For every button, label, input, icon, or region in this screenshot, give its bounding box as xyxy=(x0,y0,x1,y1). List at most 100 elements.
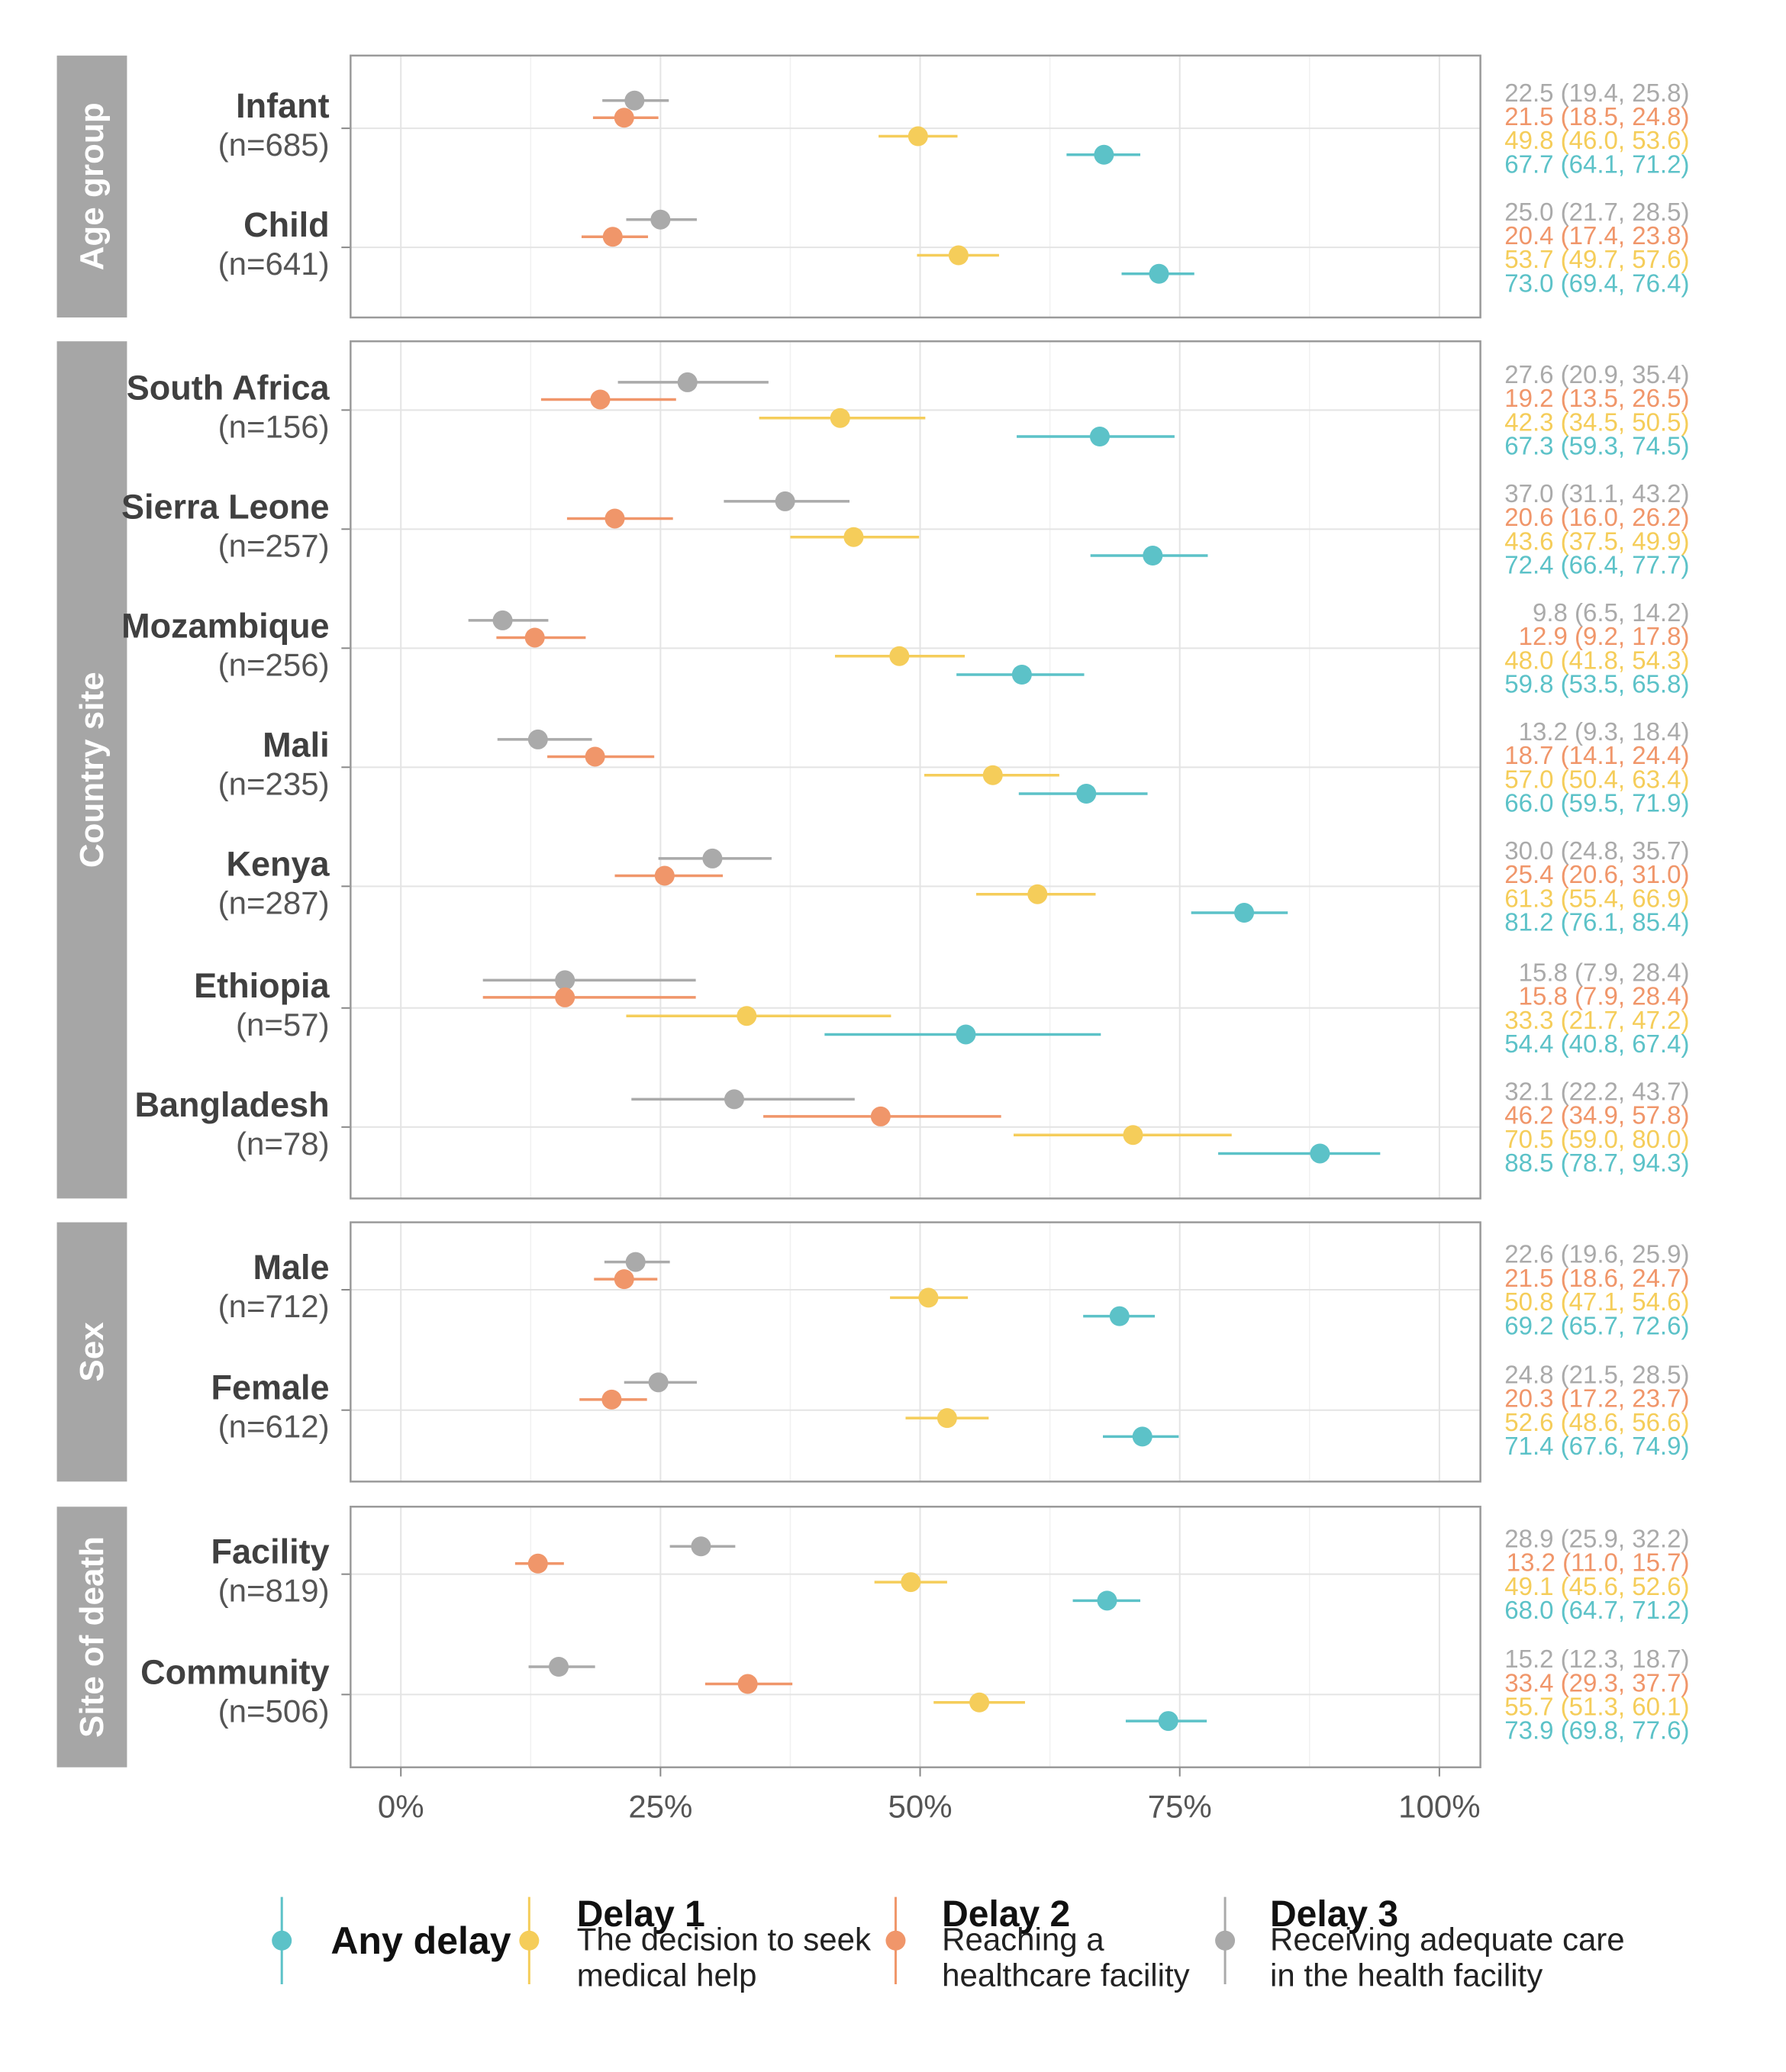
x-tick-label: 100% xyxy=(1398,1789,1480,1825)
delay1-point xyxy=(1123,1125,1143,1146)
strip-label: Country site xyxy=(73,672,111,868)
delay3-value-label: 15.2 (12.3, 18.7) xyxy=(1504,1645,1689,1673)
any-point xyxy=(1143,546,1163,566)
legend-description: The decision to seek xyxy=(577,1922,872,1958)
any-value-label: 81.2 (76.1, 85.4) xyxy=(1504,908,1689,936)
delay3-value-label: 24.8 (21.5, 28.5) xyxy=(1504,1360,1689,1388)
group: Community(n=506) 15.2 (12.3, 18.7)33.4 (2… xyxy=(140,1645,1689,1745)
delay3-point xyxy=(625,1252,646,1272)
delay2-legend-point xyxy=(885,1930,906,1951)
panel-background xyxy=(350,341,1481,1199)
strip-background xyxy=(56,1506,127,1767)
delay3-point xyxy=(624,90,645,111)
any-value-label: 72.4 (66.4, 77.7) xyxy=(1504,551,1689,579)
group-label: South Africa xyxy=(127,368,330,407)
delay2-point xyxy=(737,1674,758,1694)
delay2-value-label: 15.8 (7.9, 28.4) xyxy=(1519,982,1690,1010)
delay2-point xyxy=(604,508,625,529)
delay3-point xyxy=(677,372,698,392)
delay3-value-label: 30.0 (24.8, 35.7) xyxy=(1504,836,1689,865)
delay2-point xyxy=(870,1106,891,1126)
delay1-point xyxy=(908,126,928,147)
delay1-point xyxy=(737,1006,757,1026)
delay1-point xyxy=(889,646,910,666)
panel-border xyxy=(350,340,1481,1200)
group: Ethiopia(n=57) 15.8 (7.9, 28.4)15.8 (7.9,… xyxy=(194,959,1689,1059)
delay2-point xyxy=(524,627,545,648)
delay1-value-label: 48.0 (41.8, 54.3) xyxy=(1504,646,1689,674)
group-n-label: (n=78) xyxy=(236,1126,330,1162)
panel: Sex Male(n=712) 22.6 (19.6, 25.9)21.5 (18.… xyxy=(56,1221,1689,1483)
group-n-label: (n=612) xyxy=(218,1409,330,1445)
delay2-point xyxy=(590,389,611,410)
delay3-value-label: 15.8 (7.9, 28.4) xyxy=(1519,959,1690,987)
legend-item-any: Any delay xyxy=(272,1896,511,1984)
delay1-point xyxy=(937,1408,957,1429)
delay1-value-label: 61.3 (55.4, 66.9) xyxy=(1504,884,1689,912)
any-point xyxy=(1097,1590,1117,1611)
delay1-point xyxy=(969,1692,990,1713)
delay1-point xyxy=(1027,884,1048,904)
strip-background xyxy=(56,1222,127,1482)
group-n-label: (n=641) xyxy=(218,246,330,282)
delay2-point xyxy=(585,746,605,767)
legend-description: Reaching a xyxy=(942,1922,1104,1958)
delay1-value-label: 43.6 (37.5, 49.9) xyxy=(1504,527,1689,555)
group-label: Male xyxy=(253,1248,330,1287)
any-value-label: 66.0 (59.5, 71.9) xyxy=(1504,789,1689,817)
panel-border xyxy=(350,1221,1481,1483)
group: Kenya(n=287) 30.0 (24.8, 35.7)25.4 (20.6,… xyxy=(218,836,1690,936)
delay2-value-label: 20.6 (16.0, 26.2) xyxy=(1504,503,1689,531)
any-value-label: 59.8 (53.5, 65.8) xyxy=(1504,670,1689,698)
delay1-value-label: 49.8 (46.0, 53.6) xyxy=(1504,126,1689,154)
group: Sierra Leone(n=257) 37.0 (31.1, 43.2)20.6… xyxy=(121,479,1689,579)
x-tick-label: 50% xyxy=(888,1789,953,1825)
delay2-value-label: 20.4 (17.4, 23.8) xyxy=(1504,221,1689,250)
delay3-point xyxy=(724,1089,744,1110)
group-n-label: (n=506) xyxy=(218,1693,330,1729)
any-point xyxy=(1158,1711,1178,1732)
x-tick-label: 25% xyxy=(628,1789,692,1825)
any-value-label: 67.7 (64.1, 71.2) xyxy=(1504,150,1689,178)
legend-description: in the health facility xyxy=(1270,1957,1543,1993)
any-point xyxy=(1011,665,1032,685)
delay1-value-label: 49.1 (45.6, 52.6) xyxy=(1504,1572,1689,1600)
legend-title: Any delay xyxy=(330,1919,511,1962)
delay3-legend-point xyxy=(1215,1930,1236,1951)
group: Facility(n=819) 28.9 (25.9, 32.2)13.2 (11… xyxy=(211,1524,1690,1624)
delay1-point xyxy=(982,765,1003,785)
group-label: Kenya xyxy=(227,844,330,883)
group-n-label: (n=235) xyxy=(218,765,330,801)
delay3-value-label: 22.5 (19.4, 25.8) xyxy=(1504,79,1689,107)
delay1-value-label: 33.3 (21.7, 47.2) xyxy=(1504,1006,1689,1034)
group-label: Female xyxy=(211,1368,330,1407)
any-value-label: 73.9 (69.8, 77.6) xyxy=(1504,1716,1689,1745)
delay3-value-label: 37.0 (31.1, 43.2) xyxy=(1504,479,1689,508)
group: Child(n=641) 25.0 (21.7, 28.5)20.4 (17.4,… xyxy=(218,198,1690,298)
group: South Africa(n=156) 27.6 (20.9, 35.4)19.2… xyxy=(127,360,1690,460)
panel: Site of death Facility(n=819) 28.9 (25.9, … xyxy=(56,1506,1690,1768)
delay1-value-label: 70.5 (59.0, 80.0) xyxy=(1504,1125,1689,1153)
delay3-point xyxy=(650,209,671,230)
delay3-point xyxy=(775,491,795,511)
delay3-point xyxy=(702,848,723,868)
any-point xyxy=(1310,1143,1330,1164)
group-n-label: (n=712) xyxy=(218,1288,330,1324)
delay3-point xyxy=(492,610,513,630)
x-tick-label: 0% xyxy=(378,1789,424,1825)
strip-label: Sex xyxy=(73,1322,111,1382)
any-point xyxy=(1149,263,1169,284)
legend-description: Receiving adequate care xyxy=(1270,1922,1625,1958)
delay2-value-label: 46.2 (34.9, 57.8) xyxy=(1504,1101,1689,1129)
delay1-value-label: 42.3 (34.5, 50.5) xyxy=(1504,408,1689,436)
delay1-point xyxy=(901,1572,921,1593)
delay3-point xyxy=(648,1372,669,1393)
delay3-value-label: 27.6 (20.9, 35.4) xyxy=(1504,360,1689,388)
delay3-value-label: 13.2 (9.3, 18.4) xyxy=(1519,717,1690,746)
delay3-value-label: 22.6 (19.6, 25.9) xyxy=(1504,1240,1689,1268)
delay3-value-label: 9.8 (6.5, 14.2) xyxy=(1533,598,1689,627)
